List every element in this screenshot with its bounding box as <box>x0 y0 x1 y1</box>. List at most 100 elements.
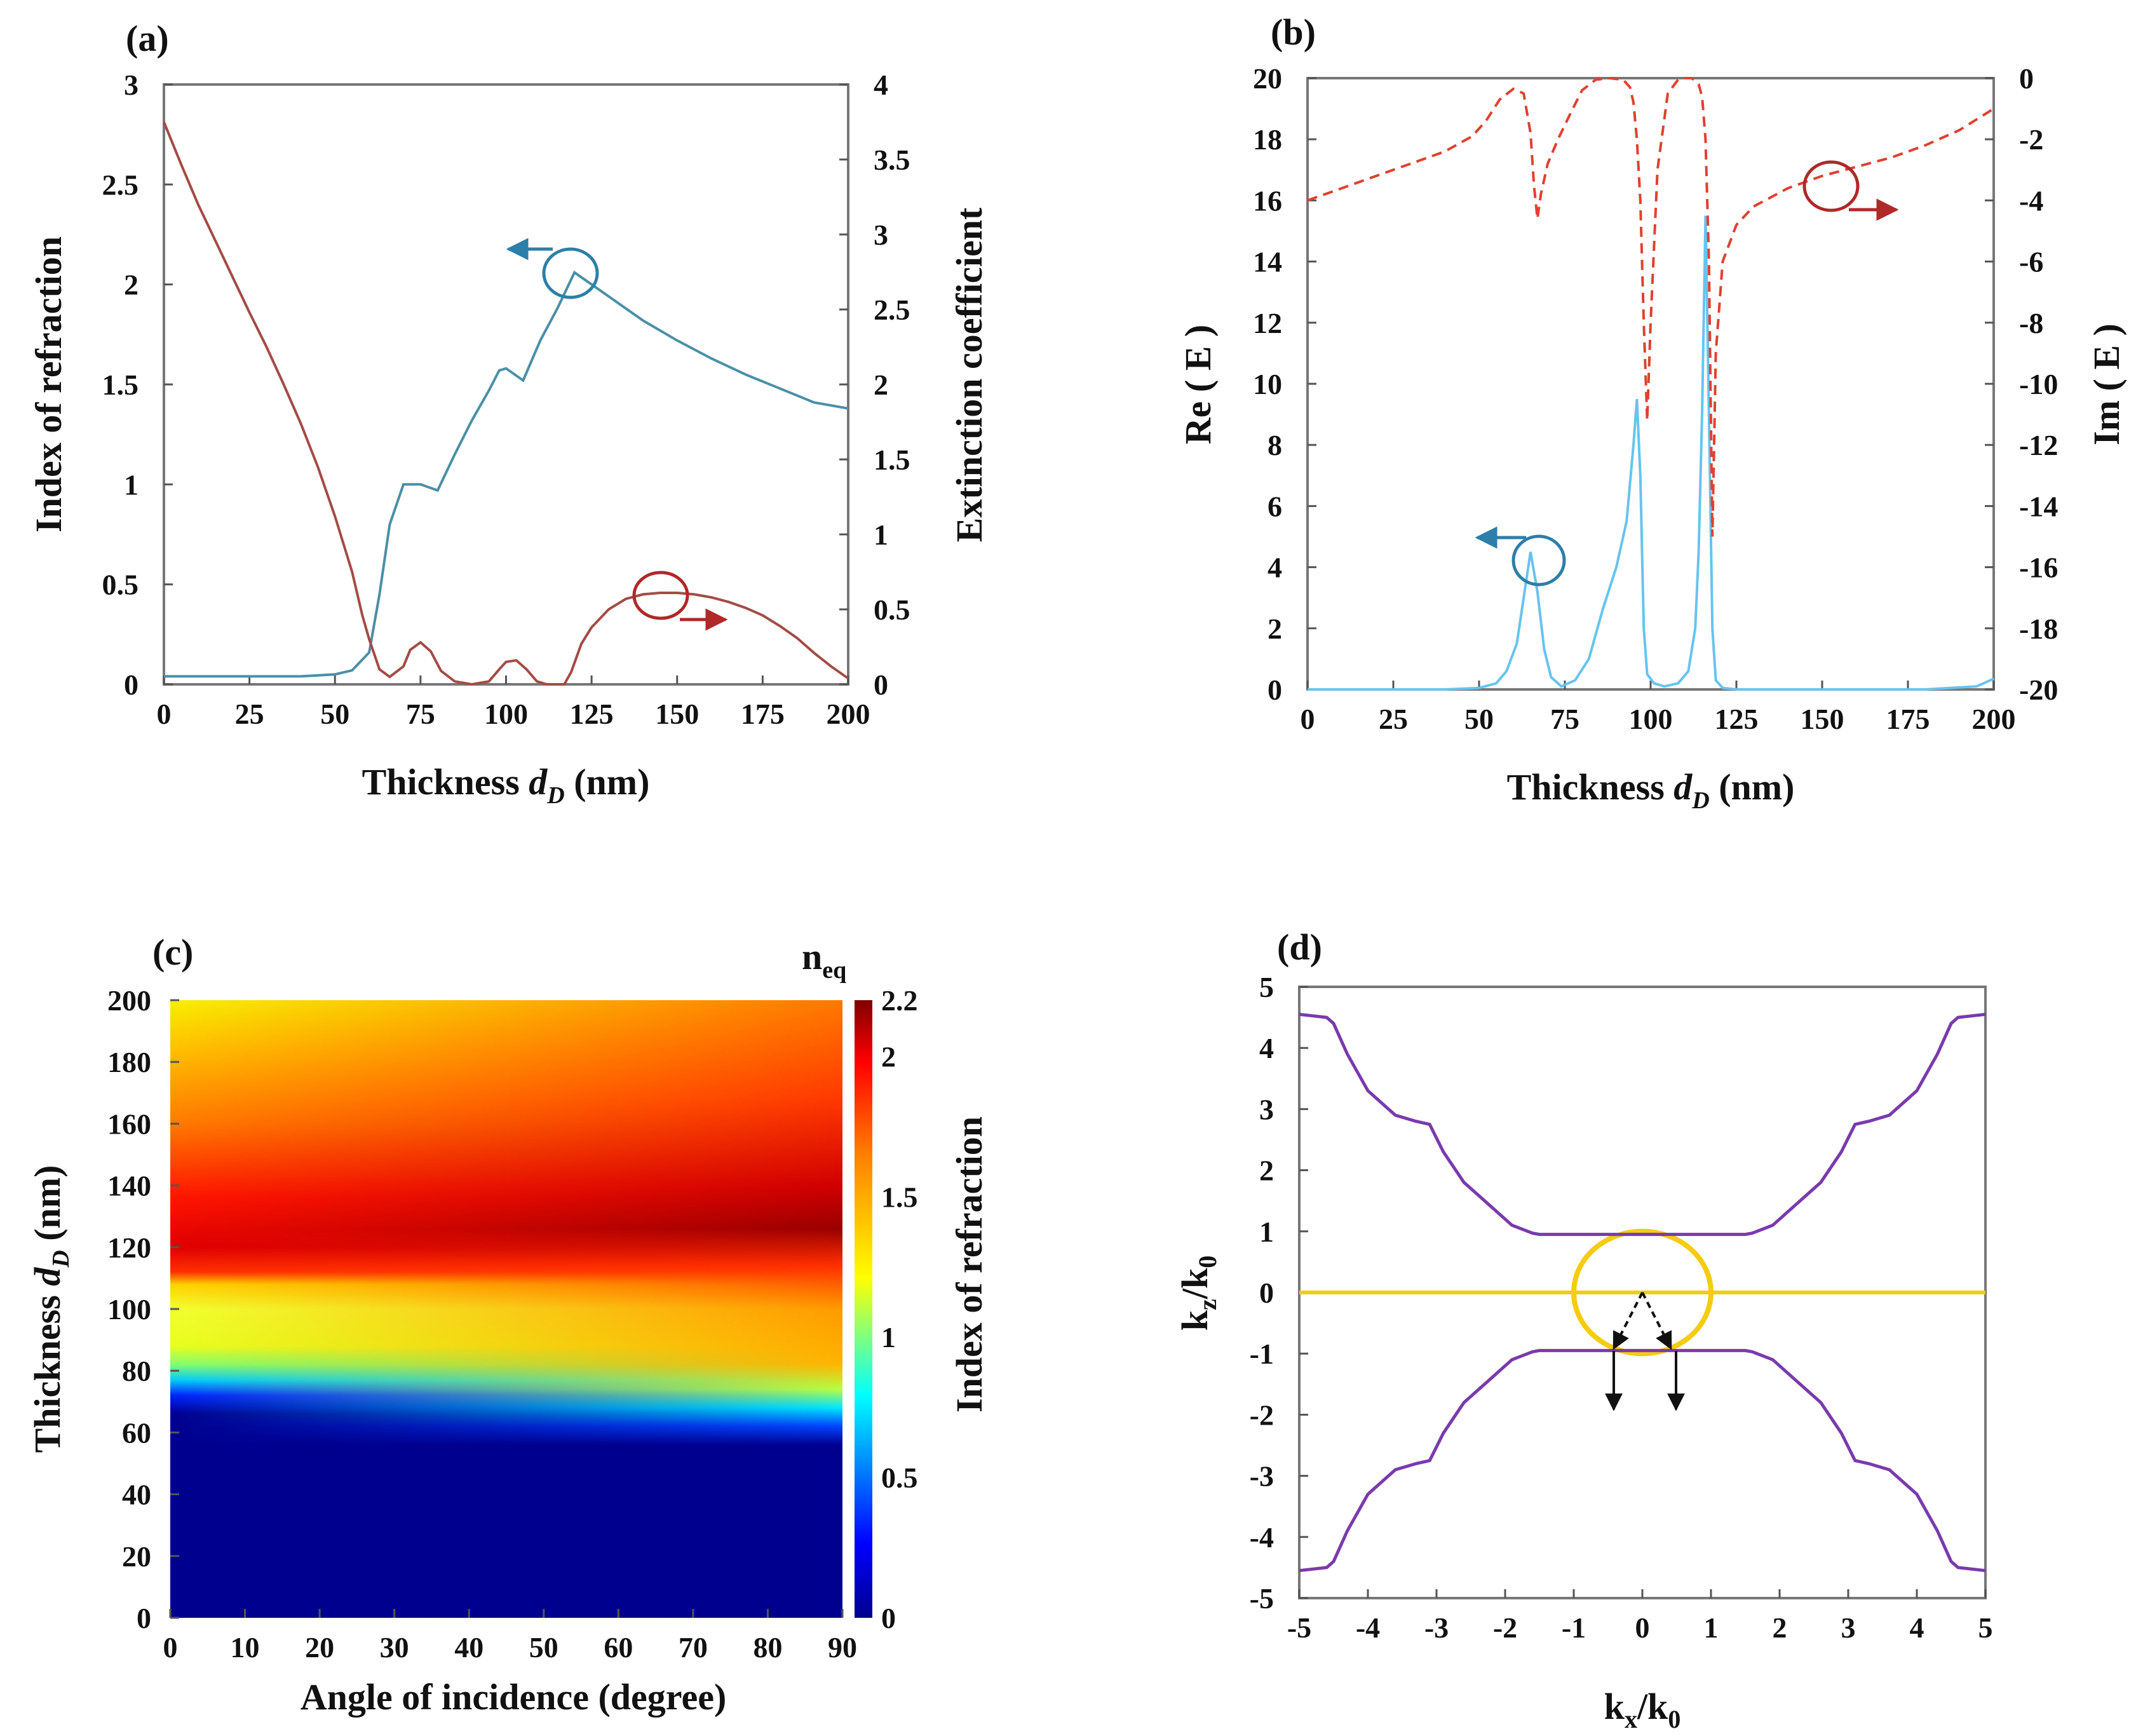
y-tick-label: 0 <box>124 668 139 701</box>
y-tick-label: 160 <box>107 1108 151 1140</box>
y-tick-label: 2 <box>124 269 139 301</box>
y-tick-label: 4 <box>1259 1032 1274 1064</box>
colorbar-title: neq <box>802 936 846 984</box>
panel-d-y-ticks: -5 -4 -3 -2 -1 0 1 2 3 4 5 <box>1250 971 1308 1615</box>
panel-b-y2-label: Im ( E ) <box>2086 323 2127 445</box>
y-tick-label: 2.5 <box>102 168 139 201</box>
y2-tick-label: -18 <box>2019 613 2058 645</box>
panel-b-y-label: Re ( E ) <box>1177 325 1219 444</box>
y-tick-label: 0 <box>1268 674 1282 706</box>
y-tick-label: 20 <box>1253 62 1282 95</box>
y2-tick-label: 1.5 <box>874 444 910 476</box>
panel-a-y-ticks: 0 0.5 1 1.5 2 2.5 3 <box>102 69 173 701</box>
x-tick-label: -1 <box>1562 1611 1586 1644</box>
panel-c: (c) 0 10 20 30 40 50 60 70 80 90 0204060801001201… <box>27 932 990 1718</box>
panel-d-x-label: kx/k0 <box>1604 1686 1681 1733</box>
y-tick-label: 5 <box>1259 971 1274 1003</box>
panel-a-refraction-line <box>164 270 849 678</box>
x-tick-label: 1 <box>1704 1611 1719 1644</box>
x-tick-label: 125 <box>570 698 614 730</box>
x-tick-label: 30 <box>380 1631 409 1664</box>
panel-c-label: (c) <box>152 932 193 973</box>
x-tick-label: -4 <box>1356 1611 1380 1644</box>
y-tick-label: 40 <box>122 1479 151 1511</box>
y2-tick-label: 1 <box>874 519 888 551</box>
y2-tick-label: 2.5 <box>874 294 910 326</box>
panel-d-label: (d) <box>1277 926 1322 968</box>
y-tick-label: 3 <box>124 69 139 101</box>
x-tick-label: 60 <box>604 1631 633 1664</box>
x-tick-label: 90 <box>828 1631 857 1664</box>
panel-b-red-indicator <box>1802 160 1899 221</box>
y-tick-label: 140 <box>107 1170 151 1202</box>
y-tick-label: 100 <box>107 1293 151 1326</box>
x-tick-label: -3 <box>1424 1611 1449 1644</box>
panel-a-y-label: Index of refraction <box>28 236 69 532</box>
panel-c-x-label: Angle of incidence (degree) <box>301 1676 727 1718</box>
y-tick-label: 2 <box>1268 613 1282 645</box>
x-tick-label: 0 <box>163 1631 178 1664</box>
panel-b-label: (b) <box>1271 11 1316 53</box>
y-tick-label: 10 <box>1253 368 1282 400</box>
x-tick-label: 3 <box>1841 1611 1856 1644</box>
colorbar-tick-label: 0.5 <box>881 1461 918 1494</box>
y-tick-label: 8 <box>1268 429 1282 461</box>
panel-a-y2-label: Extinction coefficient <box>949 207 990 542</box>
colorbar <box>855 1000 872 1618</box>
y2-tick-label: 4 <box>874 69 888 101</box>
y-tick-label: 1 <box>1259 1216 1274 1248</box>
panel-b-y2-ticks: -20-18-16-14-12-10-8-6-4-20 <box>1985 62 2058 706</box>
x-tick-label: 2 <box>1773 1611 1787 1644</box>
y-tick-label: 120 <box>107 1231 151 1264</box>
x-tick-label: 150 <box>655 698 699 730</box>
y-tick-label: 4 <box>1268 552 1282 584</box>
x-tick-label: 75 <box>1550 703 1579 735</box>
panel-d-lower-band <box>1299 1348 1986 1573</box>
x-tick-label: 0 <box>1301 703 1315 735</box>
x-tick-label: 125 <box>1715 703 1759 735</box>
y-tick-label: 6 <box>1268 490 1282 522</box>
x-tick-label: 4 <box>1910 1611 1924 1644</box>
colorbar-tick-label: 1.5 <box>881 1181 918 1213</box>
y-tick-label: 0 <box>137 1602 151 1634</box>
y-tick-label: 0.5 <box>102 569 139 601</box>
y2-tick-label: -12 <box>2019 429 2058 461</box>
panel-b-blue-indicator <box>1475 526 1566 587</box>
x-tick-label: 100 <box>1629 703 1673 735</box>
panel-d-yellow-circle <box>1571 1228 1714 1357</box>
x-tick-label: 20 <box>305 1631 334 1664</box>
y-tick-label: 200 <box>107 984 151 1017</box>
heatmap-field-angle-blend <box>170 1000 842 1618</box>
y2-tick-label: 0 <box>874 668 888 701</box>
y-tick-label: -5 <box>1250 1582 1274 1615</box>
x-tick-label: 175 <box>1886 703 1930 735</box>
x-tick-label: 5 <box>1978 1611 1993 1644</box>
x-tick-label: -5 <box>1287 1611 1311 1644</box>
x-tick-label: 0 <box>1635 1611 1650 1644</box>
colorbar-tick-label: 1 <box>881 1321 896 1353</box>
panel-b-imag-line <box>1307 76 1995 537</box>
panel-c-y-label: Thickness dD (nm) <box>27 1165 74 1453</box>
x-tick-label: 200 <box>1972 703 2016 735</box>
y-tick-label: 12 <box>1253 307 1282 339</box>
x-tick-label: 50 <box>1464 703 1494 735</box>
y-tick-label: -3 <box>1250 1460 1274 1493</box>
panel-b-y-ticks: 0 2 4 6 8 10 12 14 16 18 20 <box>1253 62 1316 706</box>
y2-tick-label: 0.5 <box>874 593 910 626</box>
y-tick-label: 180 <box>107 1046 151 1078</box>
panel-d-x-ticks: -5 -4 -3 -2 -1 0 1 2 3 4 5 <box>1287 1589 1993 1644</box>
x-tick-label: 25 <box>1379 703 1408 735</box>
x-tick-label: 50 <box>529 1631 558 1664</box>
y2-tick-label: -2 <box>2019 123 2043 156</box>
colorbar-tick-label: 2.2 <box>881 984 918 1017</box>
y2-tick-label: -6 <box>2019 246 2043 278</box>
panel-a-blue-indicator <box>506 238 599 299</box>
y-tick-label: -2 <box>1250 1399 1274 1431</box>
panel-a-frame <box>163 83 849 686</box>
x-tick-label: 100 <box>484 698 528 730</box>
y2-tick-label: -16 <box>2019 552 2058 584</box>
y2-tick-label: 3.5 <box>874 144 910 176</box>
y2-tick-label: 0 <box>2019 62 2034 95</box>
panel-b: (b) 0 25 50 75 100 125 150 175 200 0246810121416… <box>1177 11 2127 814</box>
